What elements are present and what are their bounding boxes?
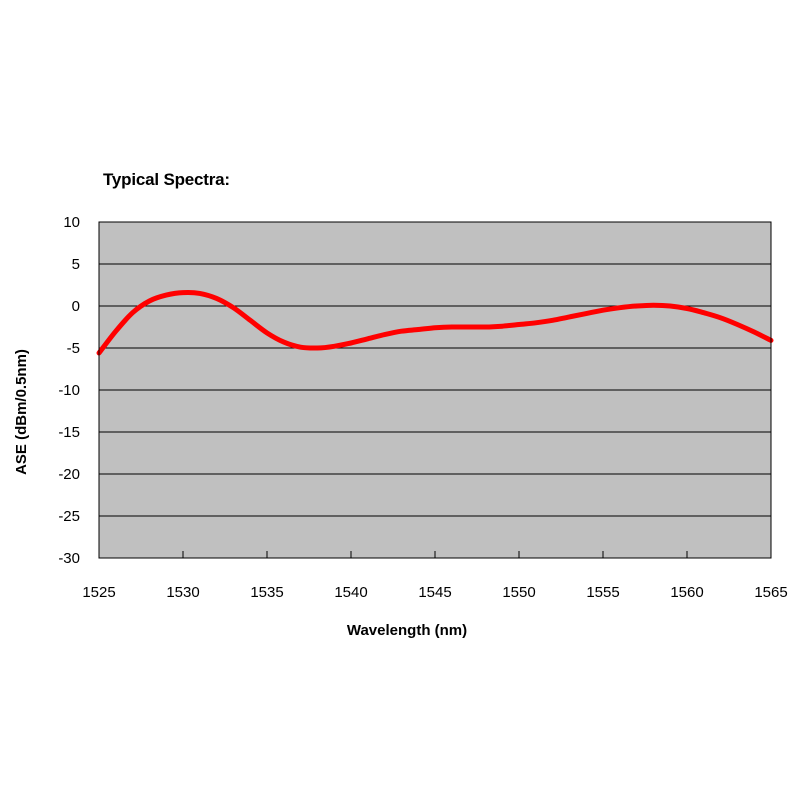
y-tick-label: 0 [72, 298, 80, 315]
x-tick-label: 1560 [670, 584, 703, 601]
y-tick-labels: 10 5 0 -5 -10 -15 -20 -25 -30 [58, 214, 80, 567]
x-tick-label: 1535 [250, 584, 283, 601]
y-tick-label: -10 [58, 382, 80, 399]
y-tick-label: 10 [63, 214, 80, 231]
y-tick-label: -15 [58, 424, 80, 441]
x-axis-title: Wavelength (nm) [347, 622, 467, 639]
y-axis-title: ASE (dBm/0.5nm) [13, 349, 30, 475]
y-tick-label: -5 [67, 340, 80, 357]
x-tick-label: 1545 [418, 584, 451, 601]
x-tick-label: 1540 [334, 584, 367, 601]
plot-border [98, 221, 772, 559]
y-tick-label: -30 [58, 550, 80, 567]
x-tick-label: 1565 [754, 584, 787, 601]
series-line-ase [96, 289, 774, 356]
y-tick-label: 5 [72, 256, 80, 273]
x-tick-label: 1525 [82, 584, 115, 601]
x-tick-label: 1555 [586, 584, 619, 601]
y-tick-label: -25 [58, 508, 80, 525]
x-tick-label: 1530 [166, 584, 199, 601]
x-tick-labels: 1525 1530 1535 1540 1545 1550 1555 1560 1565 [82, 584, 787, 601]
x-tick-label: 1550 [502, 584, 535, 601]
chart-title: Typical Spectra: [103, 170, 230, 189]
y-tick-label: -20 [58, 466, 80, 483]
